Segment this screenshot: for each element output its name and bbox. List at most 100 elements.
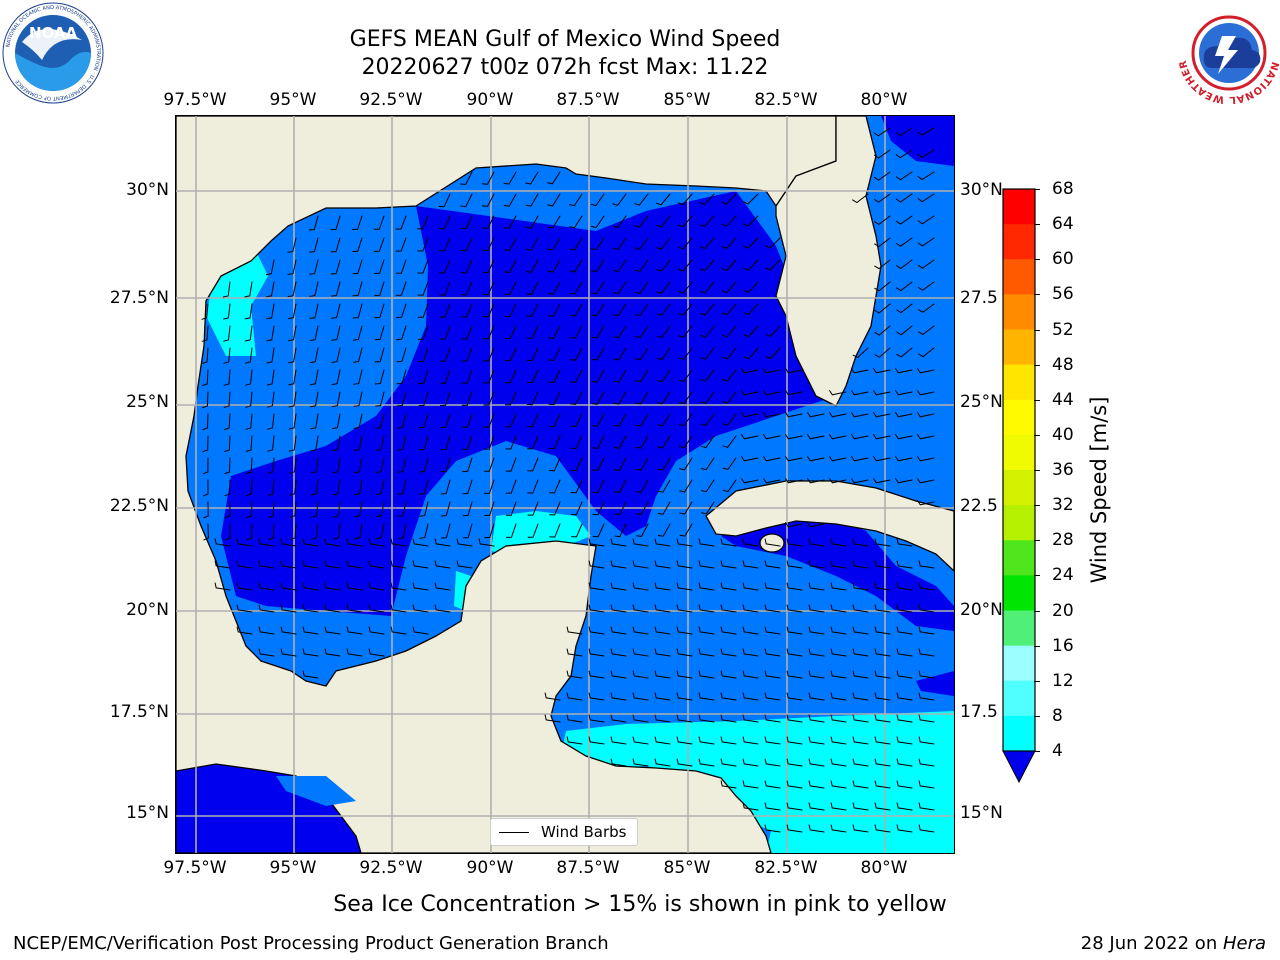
wind-barb	[396, 347, 407, 363]
colorbar-tick-label: 20	[1052, 600, 1074, 621]
lon-label-bottom: 80°W	[860, 858, 908, 878]
wind-barb	[505, 457, 517, 472]
lon-label-top: 90°W	[466, 90, 514, 110]
wind-barb	[918, 824, 935, 833]
wind-barb	[654, 714, 671, 723]
wind-barb	[610, 648, 627, 657]
colorbar-tick-label: 40	[1052, 424, 1074, 445]
wind-barb	[505, 501, 517, 516]
colorbar-tick-label: 16	[1052, 635, 1074, 656]
wind-barb	[873, 434, 891, 440]
wind-barb	[679, 501, 693, 515]
wind-barb	[418, 435, 429, 451]
wind-barb	[896, 303, 913, 314]
wind-barb	[701, 501, 715, 515]
wind-barb	[324, 538, 341, 547]
wind-barb	[852, 758, 869, 767]
wind-barb	[874, 802, 891, 811]
wind-barb	[763, 412, 781, 418]
wind-barb	[676, 736, 693, 745]
colorbar-tick	[1034, 505, 1040, 507]
wind-barb	[439, 347, 451, 362]
wind-barb	[311, 501, 319, 518]
wind-barb	[588, 626, 605, 635]
wind-barb	[874, 237, 891, 248]
wind-barb	[634, 193, 649, 206]
wind-barb	[743, 303, 759, 315]
wind-barb	[592, 457, 605, 472]
wind-barb	[434, 604, 451, 613]
wind-barb	[786, 582, 803, 591]
wind-barb	[460, 215, 473, 230]
wind-barb	[612, 259, 627, 273]
wind-barb	[224, 457, 231, 475]
colorbar-tick-label: 24	[1052, 565, 1074, 586]
wind-barb	[742, 736, 759, 745]
wind-barb	[830, 626, 847, 635]
wind-barb	[742, 692, 759, 701]
wind-barb	[896, 802, 913, 811]
wind-barb	[484, 501, 495, 516]
lat-label-right: 27.5	[960, 288, 998, 308]
wind-barb	[590, 193, 605, 207]
wind-barb	[874, 692, 891, 701]
wind-barb	[244, 303, 253, 320]
wind-barb	[570, 369, 583, 383]
wind-barb	[374, 259, 385, 274]
lat-label-right: 20°N	[960, 600, 1003, 620]
wind-barb	[721, 325, 737, 338]
colorbar-label-wrap: Wind Speed [m/s]	[1084, 397, 1114, 584]
wind-barb	[441, 523, 451, 539]
wind-barb	[332, 523, 341, 540]
wind-barb	[332, 413, 341, 430]
wind-barb	[503, 193, 517, 207]
wind-barb	[743, 193, 759, 205]
wind-barb	[569, 303, 583, 317]
wind-barb	[852, 648, 869, 657]
wind-barb	[656, 325, 671, 338]
wind-barb	[917, 368, 935, 374]
wind-barb	[324, 648, 341, 657]
wind-barb	[353, 325, 363, 341]
wind-barb	[592, 523, 605, 538]
wind-barb	[525, 171, 539, 185]
wind-barb	[390, 604, 407, 613]
wind-barb	[331, 303, 341, 319]
wind-barb	[505, 479, 517, 494]
wind-barb	[346, 648, 363, 657]
chart-subtitle: 20220627 t00z 072h fcst Max: 11.22	[361, 55, 769, 80]
wind-barb	[613, 347, 627, 361]
wind-barb	[280, 604, 297, 613]
wind-barb	[698, 758, 715, 767]
wind-barb	[547, 281, 561, 295]
wind-barb	[722, 413, 737, 426]
wind-barb	[483, 347, 495, 362]
wind-barb	[346, 538, 363, 547]
wind-barb	[852, 692, 869, 701]
wind-barb	[808, 714, 825, 723]
wind-barb	[632, 714, 649, 723]
wind-barb	[613, 413, 627, 427]
wind-barb	[526, 391, 539, 406]
wind-barb	[610, 714, 627, 723]
wind-barb	[302, 582, 319, 591]
wind-barb	[505, 391, 517, 406]
wind-barb	[635, 435, 649, 449]
wind-barb	[874, 626, 891, 635]
wind-barb	[917, 259, 935, 269]
wind-barb	[456, 560, 473, 569]
wind-barb	[526, 281, 539, 295]
colorbar-tick	[1034, 680, 1040, 682]
wind-barb	[412, 560, 429, 569]
wind-barb	[678, 413, 693, 427]
wind-barb	[374, 281, 385, 297]
wind-barb	[419, 501, 429, 517]
wind-barb	[440, 479, 451, 495]
wind-barb	[309, 237, 319, 253]
wind-barb	[874, 758, 891, 767]
wind-barb	[461, 413, 473, 428]
wind-barb	[895, 478, 913, 484]
colorbar-cell	[1003, 329, 1035, 366]
wind-barb	[895, 368, 913, 374]
wind-barb	[461, 369, 473, 384]
